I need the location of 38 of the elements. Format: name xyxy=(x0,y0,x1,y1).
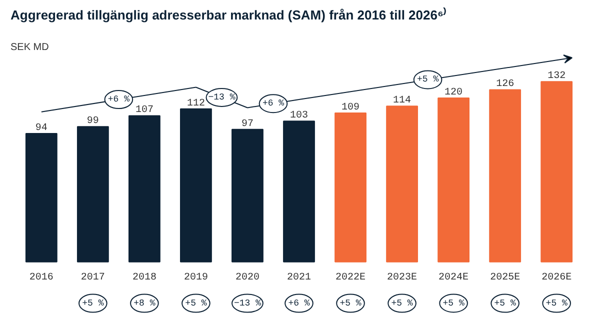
data-label: 120 xyxy=(444,87,463,98)
x-tick-label: 2022E xyxy=(336,272,366,284)
text: +5 % xyxy=(546,298,568,308)
text: +5 % xyxy=(494,298,516,308)
x-tick-label: 2019 xyxy=(184,272,208,284)
text: +5 % xyxy=(185,298,208,308)
data-label: 132 xyxy=(548,70,566,82)
data-label: 97 xyxy=(241,118,254,130)
text: +8 % xyxy=(134,298,156,308)
x-tick-label: 2025E xyxy=(490,272,520,284)
data-label: 107 xyxy=(135,105,154,116)
annotation: +5 % xyxy=(416,74,440,85)
x-tick-label: 2023E xyxy=(387,272,418,284)
x-tick-label: 2017 xyxy=(80,272,105,284)
data-label: 114 xyxy=(393,96,412,107)
text: SEK MD xyxy=(10,42,49,53)
text: +5 % xyxy=(391,298,414,308)
data-label: 103 xyxy=(290,110,308,122)
text: +6 % xyxy=(288,298,310,308)
annotation: +6 % xyxy=(262,98,285,109)
x-tick-label: 2026E xyxy=(542,272,572,284)
text: −13 % xyxy=(234,298,262,308)
x-tick-label: 2018 xyxy=(132,272,156,284)
annotation: −13 % xyxy=(208,92,236,102)
x-tick-label: 2024E xyxy=(438,272,469,284)
x-tick-label: 2020 xyxy=(235,272,260,284)
data-label: 112 xyxy=(186,98,205,110)
x-tick-label: 2016 xyxy=(29,272,54,284)
data-label: 94 xyxy=(35,122,48,134)
data-label: 109 xyxy=(342,102,360,114)
text: +5 % xyxy=(442,298,465,308)
x-tick-label: 2021 xyxy=(287,272,312,284)
data-label: 99 xyxy=(86,116,99,128)
annotation: +6 % xyxy=(108,94,130,105)
chart-title: Aggregerad tillgänglig adresserbar marknad (SAM) från 2016 till 2026⁶⁾ xyxy=(10,6,446,22)
data-label: 126 xyxy=(496,79,514,90)
text: +5 % xyxy=(82,298,104,308)
text: +5 % xyxy=(340,298,362,308)
